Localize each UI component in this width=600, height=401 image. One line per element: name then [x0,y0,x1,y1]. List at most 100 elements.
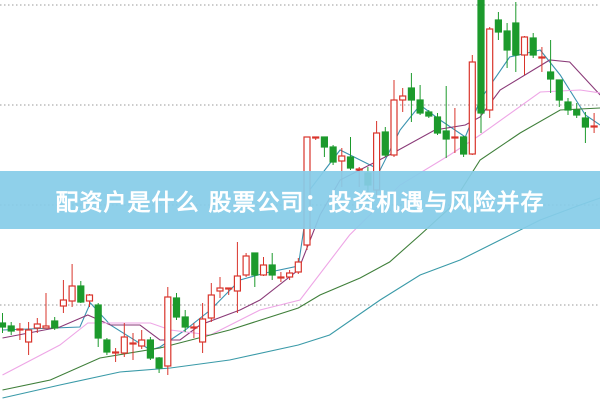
title-banner: 配资户是什么 股票公司：投资机遇与风险并存 [0,171,600,229]
candle-up [190,323,198,338]
candle-up [207,283,215,322]
candle-up [468,55,476,155]
candle-body [320,136,328,148]
candle-down [546,40,555,93]
candle-body [494,19,502,33]
candle-up [111,348,120,362]
candle-down [251,252,259,287]
candle-up [164,287,172,375]
candle-down [407,73,415,122]
candle-up [59,280,68,313]
candle-body [355,168,363,171]
candle-body [286,272,294,278]
candle-body [25,329,33,343]
candle-body [268,264,276,276]
candle-body [85,294,94,302]
candle-down [494,12,502,40]
candle-up [259,257,268,276]
candle-body [233,275,241,292]
candle-body [94,304,102,339]
candle-down [94,303,102,347]
candle-body [294,261,302,273]
candle-body [251,252,259,276]
candle-body [111,351,120,354]
candle-body [390,99,398,156]
candle-down [268,253,276,280]
candle-body [460,136,468,155]
candle-down [503,23,511,68]
candle-up [520,36,529,75]
candle-down [155,357,163,373]
candle-up [399,88,407,112]
candle-up [242,253,250,277]
candle-up [216,277,224,298]
candle-body [138,339,146,347]
candle-up [294,258,302,274]
candle-body [538,56,546,59]
candle-body [259,264,268,276]
candle-down [477,0,485,133]
candle-body [216,287,224,292]
candle-down [564,98,572,115]
candle-body [555,79,563,101]
candle-body [225,287,233,290]
candle-up [312,136,320,140]
candle-up [590,113,598,133]
candle-body [346,156,355,169]
candles [0,0,598,375]
candle-body [155,357,163,369]
candle-body [573,109,581,116]
candle-down [512,2,520,72]
candle-body [425,111,433,117]
candle-down [573,103,581,118]
candle-body [590,125,598,128]
candle-up [68,264,76,307]
candle-body [16,328,24,331]
candle-body [33,323,41,329]
candle-down [103,338,111,355]
candle-body [581,117,590,128]
candle-up [16,323,24,340]
candle-up [199,303,207,353]
candle-body [329,146,337,163]
candle-up [120,323,128,357]
candle-body [164,296,172,367]
candle-body [146,339,154,359]
candle-body [103,339,111,353]
candle-down [0,313,7,333]
candle-body [0,322,7,328]
candle-body [51,320,59,329]
candle-body [42,325,50,329]
candle-down [416,85,424,115]
candle-up [138,330,146,349]
candle-up [25,322,33,355]
candle-down [172,293,181,320]
candle-body [7,325,15,332]
candle-body [564,101,572,111]
candle-body [407,87,415,101]
candle-down [381,127,389,157]
candle-down [320,136,328,157]
candle-up [42,293,50,329]
candle-body [120,336,128,354]
candle-up [486,27,494,118]
candle-up [33,318,41,333]
candle-down [555,79,563,107]
candle-down [146,337,154,360]
candle-body [242,255,250,276]
candle-body [59,299,68,307]
candle-body [381,131,389,156]
candle-body [181,316,189,328]
candle-body [277,276,285,279]
candle-down [529,33,537,58]
candle-down [442,86,450,158]
candle-body [199,318,207,343]
candle-up [538,47,546,72]
candle-body [442,130,450,140]
candle-body [451,136,459,139]
candle-up [225,287,233,295]
candle-down [433,113,442,135]
candle-body [207,294,215,319]
candle-up [390,80,398,157]
